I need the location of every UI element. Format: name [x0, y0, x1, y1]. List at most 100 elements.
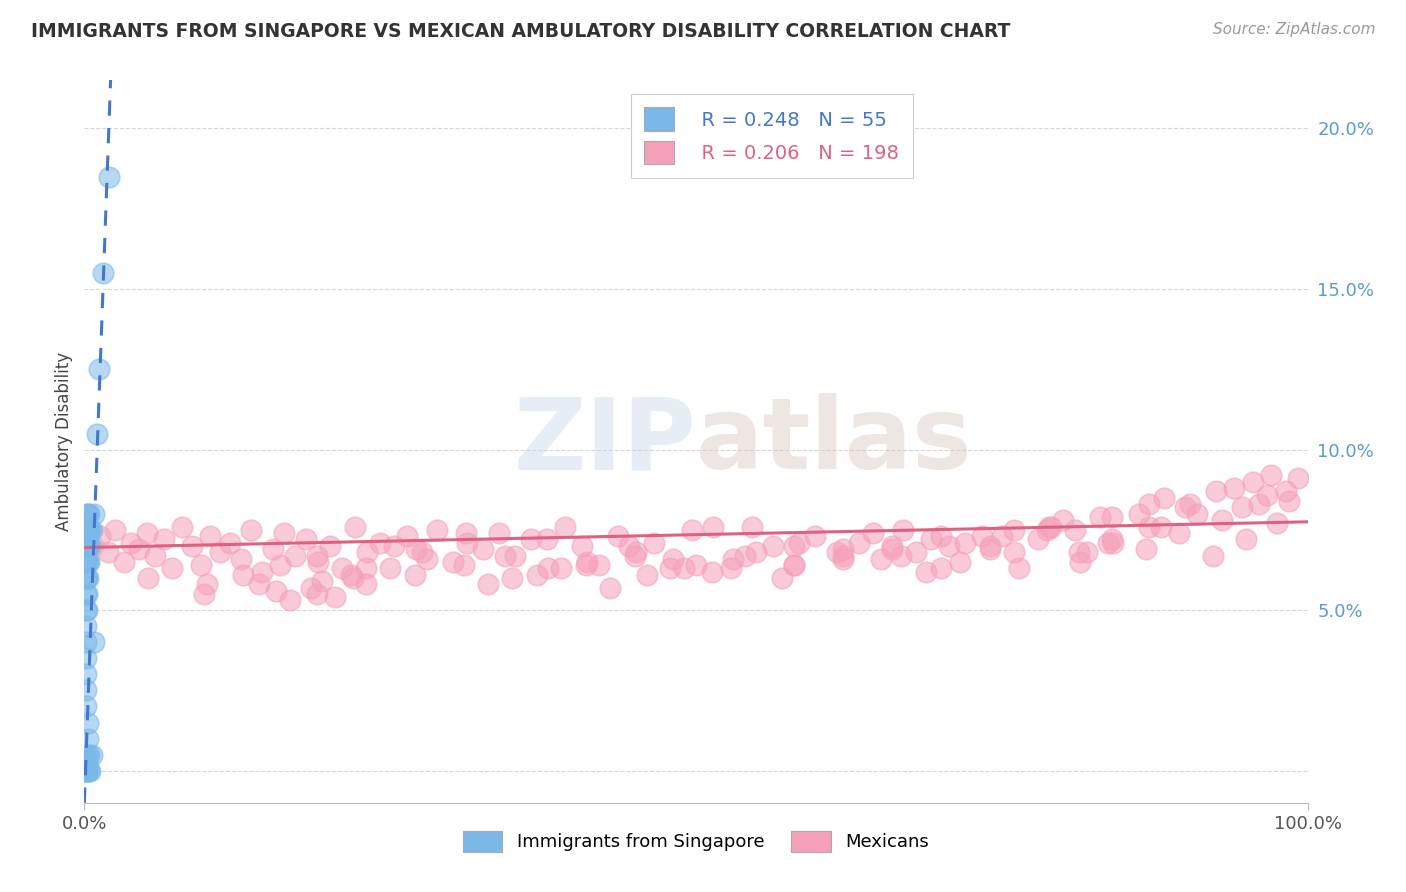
Point — [972, 529, 994, 543]
Point — [269, 558, 291, 573]
Point — [97, 169, 120, 184]
Point — [617, 539, 640, 553]
Point — [91, 266, 114, 280]
Point — [112, 555, 135, 569]
Point — [200, 529, 222, 543]
Point — [929, 529, 952, 543]
Point — [76, 507, 98, 521]
Point — [494, 549, 516, 563]
Point — [262, 542, 284, 557]
Point — [891, 523, 914, 537]
Point — [77, 539, 100, 553]
Point — [190, 558, 212, 573]
Point — [75, 619, 97, 633]
Point — [193, 587, 215, 601]
Point — [209, 545, 232, 559]
Point — [77, 555, 100, 569]
Point — [848, 535, 870, 549]
Point — [1097, 535, 1119, 549]
Point — [1274, 484, 1296, 499]
Point — [1236, 533, 1258, 547]
Point — [128, 542, 150, 557]
Point — [332, 561, 354, 575]
Point — [1028, 533, 1050, 547]
Point — [311, 574, 333, 589]
Point — [588, 558, 610, 573]
Point — [284, 549, 307, 563]
Point — [77, 731, 100, 746]
Point — [75, 667, 97, 681]
Point — [1278, 494, 1301, 508]
Point — [75, 760, 97, 774]
Point — [526, 567, 548, 582]
Text: Source: ZipAtlas.com: Source: ZipAtlas.com — [1212, 22, 1375, 37]
Point — [382, 539, 405, 553]
Point — [831, 549, 853, 563]
Point — [880, 539, 903, 553]
Point — [1002, 545, 1025, 559]
Point — [75, 651, 97, 665]
Point — [323, 591, 346, 605]
Point — [825, 545, 848, 559]
Point — [79, 764, 101, 778]
Point — [75, 571, 97, 585]
Point — [783, 558, 806, 573]
Point — [77, 571, 100, 585]
Point — [77, 523, 100, 537]
Point — [83, 507, 105, 521]
Point — [404, 567, 426, 582]
Point — [87, 362, 110, 376]
Point — [172, 519, 194, 533]
Point — [1038, 519, 1060, 533]
Point — [143, 549, 166, 563]
Point — [869, 551, 891, 566]
Point — [75, 555, 97, 569]
Point — [643, 535, 665, 549]
Point — [232, 567, 254, 582]
Point — [75, 757, 97, 772]
Text: atlas: atlas — [696, 393, 973, 490]
Point — [949, 555, 972, 569]
Point — [831, 542, 853, 557]
Point — [1286, 471, 1309, 485]
Point — [343, 519, 366, 533]
Point — [181, 539, 204, 553]
Point — [80, 523, 103, 537]
Point — [1187, 507, 1209, 521]
Point — [75, 683, 97, 698]
Point — [624, 545, 647, 559]
Point — [700, 565, 723, 579]
Point — [783, 558, 806, 573]
Point — [453, 558, 475, 573]
Point — [77, 747, 100, 762]
Point — [1102, 535, 1125, 549]
Point — [356, 545, 378, 559]
Point — [929, 561, 952, 575]
Point — [411, 545, 433, 559]
Point — [76, 764, 98, 778]
Point — [120, 535, 142, 549]
Point — [472, 542, 495, 557]
Point — [76, 523, 98, 537]
Point — [441, 555, 464, 569]
Point — [606, 529, 628, 543]
Point — [1036, 523, 1059, 537]
Point — [86, 426, 108, 441]
Point — [862, 526, 884, 541]
Point — [745, 545, 768, 559]
Point — [803, 529, 825, 543]
Point — [77, 523, 100, 537]
Point — [979, 539, 1001, 553]
Point — [75, 603, 97, 617]
Point — [266, 583, 288, 598]
Point — [77, 747, 100, 762]
Point — [1008, 561, 1031, 575]
Point — [426, 523, 449, 537]
Point — [77, 507, 100, 521]
Legend: Immigrants from Singapore, Mexicans: Immigrants from Singapore, Mexicans — [456, 823, 936, 859]
Point — [77, 539, 100, 553]
Point — [920, 533, 942, 547]
Point — [1052, 513, 1074, 527]
Point — [75, 699, 97, 714]
Point — [229, 551, 252, 566]
